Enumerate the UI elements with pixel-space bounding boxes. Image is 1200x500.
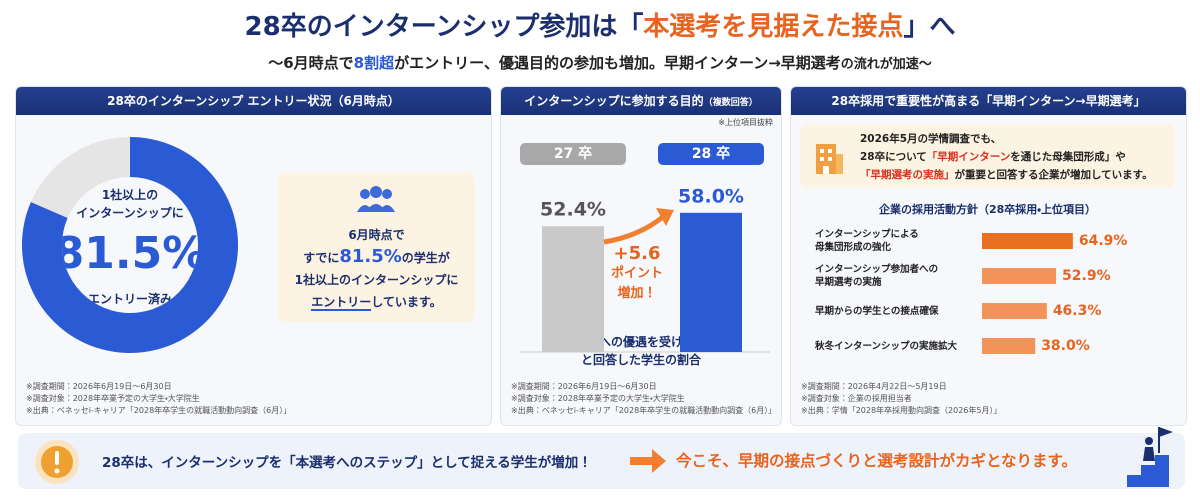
title-emphasis: 本選考を見据えた接点	[643, 12, 904, 42]
panel-title-text: インターンシップに参加する目的	[524, 94, 704, 108]
hbar-category-label: 秋冬インターンシップの実施拡大	[815, 340, 958, 352]
subtitle: 〜6月時点で8割超がエントリー、優遇目的の参加も増加。早期インターン→早期選考の…	[0, 52, 1200, 73]
info-part: を通じた母集団形成」	[1010, 151, 1116, 163]
change-value: +5.6	[613, 243, 661, 264]
callout-line: 1社以上のインターンシップに	[294, 273, 459, 287]
caption-line: 「本選考への優遇を受けるため」	[550, 335, 731, 349]
callout-part: エントリー	[311, 295, 372, 311]
info-part: や	[1115, 151, 1126, 163]
alert-icon	[35, 440, 79, 484]
donut-center-text: 1社以上の インターンシップに	[30, 186, 230, 222]
panel-note: ※上位項目抜粋	[718, 118, 773, 127]
note: ※調査期間：2026年6月19日〜6月30日	[511, 382, 657, 391]
callout-line: 6月時点で	[348, 228, 405, 242]
notes: ※調査期間：2026年6月19日〜6月30日 ※調査対象：2028年卒業予定の大…	[26, 381, 291, 417]
callout-box: 6月時点で すでに81.5%の学生が 1社以上のインターンシップに エントリーし…	[278, 172, 475, 322]
change-annotation: +5.6 ポイント 増加！	[595, 244, 679, 304]
note: ※調査対象：企業の採用担当者	[801, 394, 912, 403]
hbar-title: 企業の採用活動方針（28卒採用・上位項目）	[878, 203, 1097, 216]
note: ※出典：ベネッセi-キャリア「2028年卒学生の就職活動動向調査（6月）」	[26, 406, 292, 415]
callout-value: 81.5%	[339, 246, 402, 267]
footer-conclusion: 今こそ、早期の接点づくりと選考設計がカギとなります。	[676, 452, 1077, 470]
notes: ※調査期間：2026年4月22日〜5月19日 ※調査対象：企業の採用担当者 ※出…	[801, 381, 1002, 417]
bar-caption: 「本選考への優遇を受けるため」 と回答した学生の割合	[501, 333, 781, 369]
panel-title: 28卒のインターンシップ エントリー状況（6月時点）	[16, 87, 491, 115]
climber-icon	[1127, 427, 1173, 487]
callout-part: しています。	[371, 295, 442, 309]
panel-title: インターンシップに参加する目的（複数回答）	[501, 87, 781, 115]
footer-message: 28卒は、インターンシップを「本選考へのステップ」として捉える学生が増加！	[102, 455, 592, 471]
subtitle-emphasis: 8割超	[353, 54, 395, 72]
people-icon	[357, 186, 395, 212]
change-unit: ポイント	[610, 266, 663, 281]
footer-arrow	[630, 449, 666, 473]
subtitle-part: 〜6月時点で	[268, 54, 354, 72]
info-emphasis: 「早期選考の実施」	[860, 169, 955, 181]
callout-part: の学生が	[401, 251, 450, 265]
center-line: インターンシップに	[76, 206, 184, 220]
building-icon	[816, 144, 843, 174]
page-title: 28卒のインターンシップ参加は「本選考を見据えた接点」へ	[0, 6, 1200, 43]
hbar-category-label: 早期からの学生との接点確保	[815, 305, 939, 317]
footer: 28卒は、インターンシップを「本選考へのステップ」として捉える学生が増加！ 今こ…	[18, 427, 1185, 489]
subtitle-part: がエントリー、優遇目的の参加も増加。早期インターン→早期選考	[394, 54, 841, 72]
note: ※出典：ベネッセi-キャリア「2028年卒学生の就職活動動向調査（6月）」	[511, 406, 777, 415]
hbar-category-label: インターンシップによる 母集団形成の強化	[815, 229, 919, 253]
change-text: 増加！	[617, 286, 657, 301]
info-text: 2026年5月の学情調査でも、 28卒について「早期インターンを通じた母集団形成…	[860, 130, 1153, 184]
note: ※出典：学情「2028年卒採用動向調査（2026年5月）」	[801, 406, 1002, 415]
info-part: 28卒について	[860, 151, 927, 163]
info-box: 2026年5月の学情調査でも、 28卒について「早期インターンを通じた母集団形成…	[800, 124, 1175, 188]
info-part: 2026年5月の学情調査でも、	[860, 133, 1002, 145]
notes: ※調査期間：2026年6月19日〜6月30日 ※調査対象：2028年卒業予定の大…	[511, 381, 776, 417]
subtitle-part: の流れが加速〜	[840, 57, 932, 72]
panel-title: 28卒採用で重要性が高まる「早期インターン→早期選考」	[791, 87, 1186, 115]
donut-caption: エントリー済み	[87, 292, 172, 306]
caption-line: と回答した学生の割合	[580, 353, 701, 367]
hbar-category-label: インターンシップ参加者への 早期選考の実施	[815, 264, 939, 288]
note: ※調査期間：2026年6月19日〜6月30日	[26, 382, 172, 391]
title-part: 28卒のインターンシップ参加は「	[244, 12, 644, 42]
callout-text: 6月時点で すでに81.5%の学生が 1社以上のインターンシップに エントリーし…	[278, 224, 475, 313]
note: ※調査期間：2026年4月22日〜5月19日	[801, 382, 947, 391]
note: ※調査対象：2028年卒業予定の大学生・大学院生	[26, 394, 200, 403]
donut-value-label: 81.5%	[53, 228, 207, 279]
panel-title-note: （複数回答）	[703, 98, 758, 108]
center-line: 1社以上の	[101, 188, 159, 202]
title-part: 」へ	[903, 12, 956, 42]
note: ※調査対象：2028年卒業予定の大学生・大学院生	[511, 394, 685, 403]
callout-part: すでに	[303, 251, 340, 265]
info-part: が重要と回答する企業が増加しています。	[954, 169, 1153, 181]
category-pill: 28 卒	[658, 143, 764, 165]
category-pill: 27 卒	[520, 143, 626, 165]
info-emphasis: 「早期インターン	[926, 151, 1011, 163]
